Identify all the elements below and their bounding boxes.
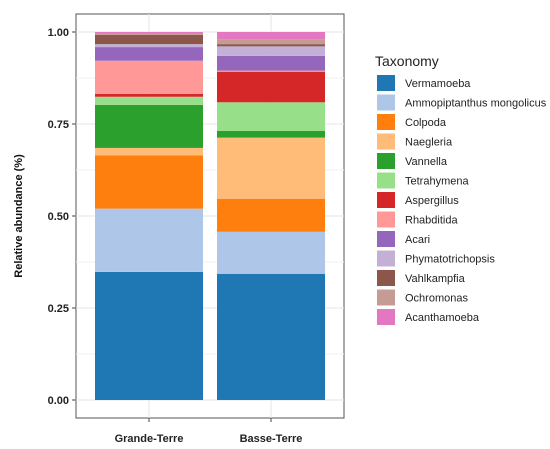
bars: [95, 32, 325, 400]
legend-swatch: [377, 133, 395, 150]
bar-segment-acanthamoeba: [95, 32, 203, 34]
y-axis: 0.00 0.25 0.50 0.75 1.00: [48, 27, 76, 407]
legend-title: Taxonomy: [375, 53, 439, 69]
bar-segment-acanthamoeba: [217, 32, 325, 40]
legend-swatch: [377, 153, 395, 169]
legend-swatch: [377, 172, 395, 189]
legend-swatch: [377, 289, 395, 306]
legend-label: Colpoda: [405, 117, 447, 129]
bar-segment-aspergillus: [217, 71, 325, 103]
bar-segment-rhabditida: [217, 70, 325, 72]
bar-segment-vermamoeba: [95, 271, 203, 400]
x-tick-label: Basse-Terre: [240, 433, 303, 445]
legend-swatch: [377, 309, 395, 325]
y-axis-title: Relative abundance (%): [13, 154, 25, 278]
legend-label: Acari: [405, 234, 430, 246]
bar-segment-phymatotrichopsis: [217, 46, 325, 56]
bar-segment-ochromonas: [95, 33, 203, 35]
bar-stack-grande-terre: [95, 32, 203, 400]
legend-swatch: [377, 270, 395, 286]
legend-label: Rhabditida: [405, 215, 458, 227]
legend-swatch: [377, 231, 395, 247]
bar-segment-vannella: [95, 104, 203, 148]
legend-label: Aspergillus: [405, 195, 459, 207]
legend-label: Tetrahymena: [405, 176, 469, 188]
legend-label: Vahlkampfia: [405, 273, 466, 285]
bar-segment-vahlkampfia: [95, 34, 203, 45]
legend-label: Vermamoeba: [405, 78, 471, 90]
legend-swatch: [377, 211, 395, 228]
y-tick-label: 0.25: [48, 303, 69, 315]
y-tick-label: 0.00: [48, 395, 69, 407]
bar-segment-aspergillus: [95, 93, 203, 97]
bar-segment-tetrahymena: [217, 102, 325, 131]
bar-segment-naegleria: [95, 147, 203, 156]
bar-stack-basse-terre: [217, 32, 325, 400]
legend-label: Phymatotrichopsis: [405, 254, 495, 266]
y-tick-label: 0.50: [48, 211, 69, 223]
legend-swatch: [377, 250, 395, 267]
legend-swatch: [377, 75, 395, 91]
legend-label: Ochromonas: [405, 293, 468, 305]
x-axis: Grande-Terre Basse-Terre: [115, 418, 303, 445]
bar-segment-ammopiptanthus-mongolicus: [217, 231, 325, 274]
bar-segment-phymatotrichopsis: [95, 44, 203, 48]
legend-label: Naegleria: [405, 137, 453, 149]
bar-segment-acari: [217, 55, 325, 71]
bar-segment-colpoda: [217, 198, 325, 232]
legend: Taxonomy Vermamoeba Ammopiptanthus mongol…: [375, 53, 547, 325]
legend-swatch: [377, 114, 395, 130]
legend-label: Vannella: [405, 156, 448, 168]
y-tick-label: 1.00: [48, 27, 69, 39]
y-tick-label: 0.75: [48, 119, 69, 131]
bar-segment-ammopiptanthus-mongolicus: [95, 208, 203, 272]
bar-segment-tetrahymena: [95, 96, 203, 105]
bar-segment-ochromonas: [217, 39, 325, 45]
bar-segment-vannella: [217, 130, 325, 138]
legend-label: Ammopiptanthus mongolicus: [405, 98, 547, 110]
legend-swatch: [377, 192, 395, 208]
bar-segment-rhabditida: [95, 60, 203, 94]
bar-segment-acari: [95, 47, 203, 61]
x-tick-label: Grande-Terre: [115, 433, 184, 445]
bar-segment-colpoda: [95, 155, 203, 209]
bar-segment-vermamoeba: [217, 273, 325, 400]
bar-segment-naegleria: [217, 137, 325, 199]
bar-segment-vahlkampfia: [217, 44, 325, 47]
legend-swatch: [377, 94, 395, 111]
legend-label: Acanthamoeba: [405, 312, 480, 324]
